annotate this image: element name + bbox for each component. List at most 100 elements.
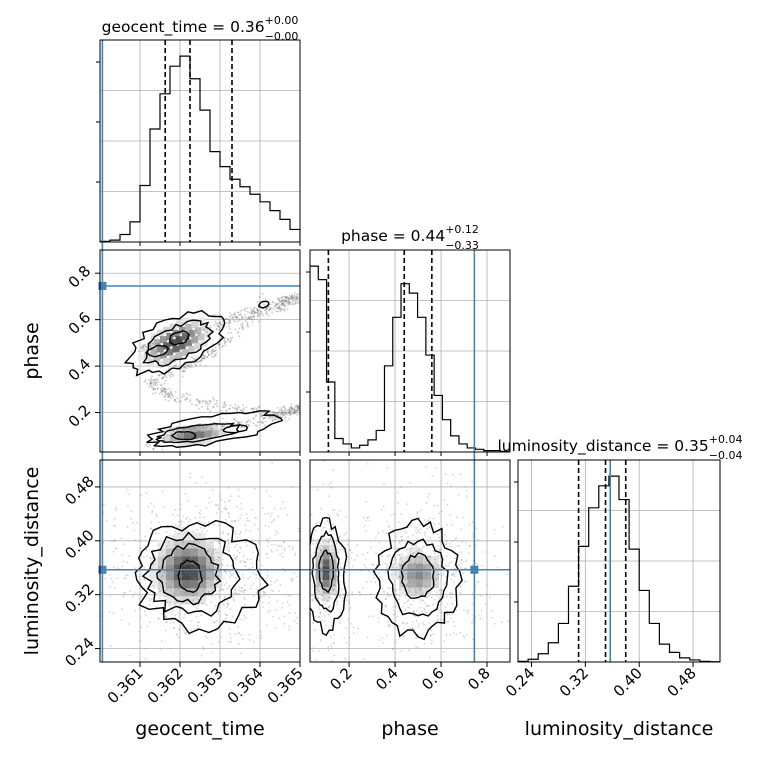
sample-point (226, 587, 228, 590)
sample-point (179, 591, 182, 593)
density-cell (174, 532, 182, 541)
sample-point (431, 596, 433, 599)
sample-point (193, 627, 196, 630)
sample-point (426, 596, 428, 598)
sample-point (415, 544, 418, 547)
sample-point (209, 325, 212, 327)
sample-point (426, 605, 429, 608)
sample-point (177, 429, 180, 432)
sample-point (449, 514, 451, 517)
sample-point (288, 297, 290, 300)
sample-point (190, 592, 192, 595)
sample-point (174, 399, 176, 401)
sample-point (214, 548, 217, 551)
sample-point (145, 549, 148, 552)
sample-point (446, 524, 448, 526)
sample-point (424, 561, 427, 563)
sample-point (196, 360, 199, 363)
sample-point (166, 338, 168, 341)
sample-point (149, 382, 152, 385)
density-cell (391, 563, 400, 572)
sample-point (218, 610, 220, 612)
sample-point (236, 549, 239, 552)
sample-point (288, 303, 291, 306)
sample-point (315, 577, 318, 580)
sample-point (182, 367, 185, 369)
sample-point (437, 504, 439, 507)
sample-point (400, 539, 403, 541)
sample-point (233, 520, 236, 523)
sample-point (256, 311, 258, 314)
sample-point (222, 558, 224, 561)
sample-point (262, 576, 265, 579)
sample-point (425, 466, 427, 468)
sample-point (399, 513, 402, 515)
sample-point (429, 656, 431, 659)
sample-point (235, 316, 238, 318)
sample-point (333, 583, 336, 586)
sample-point (366, 581, 369, 583)
density-cell (158, 572, 166, 581)
density-cell (329, 587, 337, 595)
density-cell (206, 556, 214, 565)
sample-point (279, 300, 281, 303)
sample-point (187, 436, 190, 439)
sample-point (285, 412, 288, 415)
sample-point (249, 639, 252, 641)
density-cell (182, 564, 190, 573)
sample-point (156, 388, 159, 390)
sample-point (78, 570, 80, 572)
sample-point (201, 564, 204, 567)
sample-point (160, 389, 163, 392)
sample-point (321, 594, 324, 597)
sample-point (446, 482, 449, 485)
sample-point (296, 405, 299, 408)
density-cell (315, 545, 323, 553)
sample-point (280, 308, 282, 310)
sample-point (287, 411, 290, 414)
sample-point (338, 537, 341, 540)
sample-point (105, 519, 108, 522)
sample-point (180, 552, 182, 554)
density-cell (198, 438, 206, 446)
sample-point (434, 583, 436, 586)
density-cell (415, 555, 424, 564)
sample-point (222, 406, 224, 409)
sample-point (413, 610, 416, 613)
sample-point (237, 495, 240, 498)
sample-point (276, 303, 278, 305)
sample-point (264, 524, 267, 527)
sample-point (336, 513, 339, 515)
sample-point (220, 428, 223, 431)
density-cell (184, 439, 192, 447)
density-cell (177, 440, 185, 448)
sample-point (227, 541, 230, 544)
sample-point (471, 621, 473, 624)
sample-point (418, 623, 420, 625)
sample-point (175, 579, 178, 582)
sample-point (295, 404, 298, 406)
sample-point (239, 546, 241, 548)
sample-point (233, 315, 235, 318)
sample-point (164, 374, 167, 376)
sample-point (181, 369, 184, 371)
sample-point (288, 407, 291, 409)
sample-point (164, 391, 167, 393)
sample-point (307, 535, 309, 537)
sample-point (296, 405, 299, 408)
sample-point (460, 528, 462, 531)
sample-point (226, 614, 228, 617)
density-cell (198, 556, 206, 565)
sample-point (400, 576, 402, 579)
sample-point (289, 297, 292, 300)
density-cell (407, 587, 416, 596)
sample-point (154, 379, 157, 381)
sample-point (411, 552, 414, 555)
sample-point (322, 541, 324, 544)
sample-point (202, 584, 204, 587)
sample-point (193, 358, 196, 361)
sample-point (177, 588, 180, 590)
sample-point (290, 409, 292, 412)
sample-point (449, 591, 451, 594)
sample-point (240, 420, 243, 423)
